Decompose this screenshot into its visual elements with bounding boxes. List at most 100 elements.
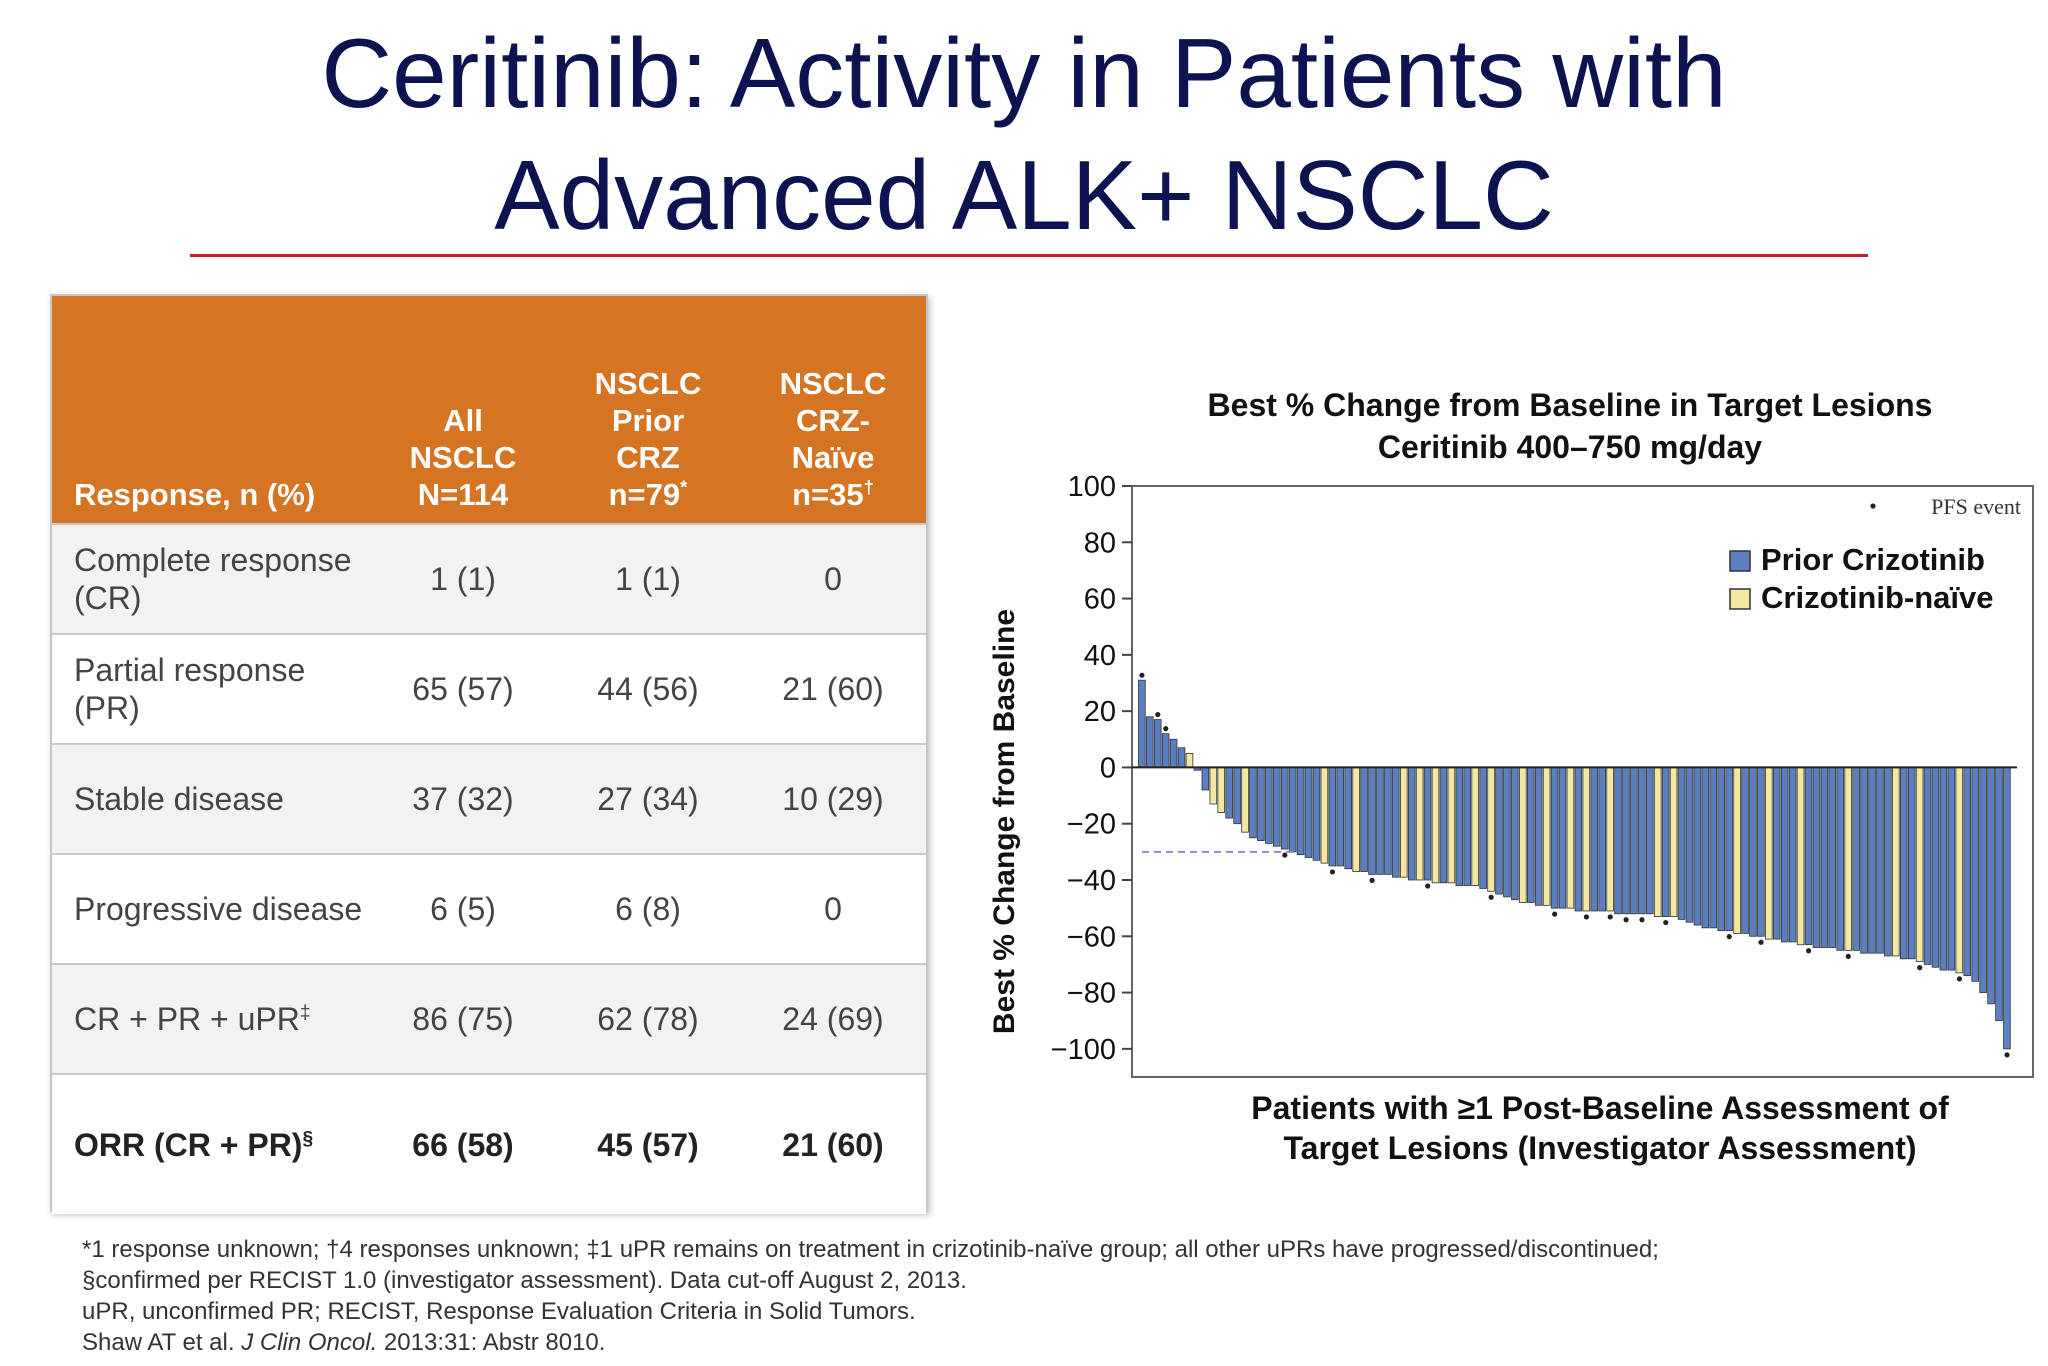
bar xyxy=(1265,767,1273,844)
bar xyxy=(1249,767,1257,839)
bar xyxy=(1161,733,1170,768)
bar xyxy=(1558,767,1567,909)
y-tick-label: −60 xyxy=(1067,921,1116,953)
y-tick-label: −100 xyxy=(1051,1034,1116,1066)
pfs-event-marker xyxy=(1956,976,1963,982)
bar xyxy=(1352,767,1360,872)
bar xyxy=(1376,767,1384,875)
bar xyxy=(1368,767,1376,875)
bar xyxy=(1392,767,1400,878)
table-cell: 6 (8) xyxy=(556,853,740,964)
pfs-event-marker xyxy=(1583,914,1590,920)
y-tick-label: 60 xyxy=(1084,584,1116,616)
pfs-event-marker xyxy=(1806,948,1812,954)
bar xyxy=(1907,767,1916,960)
bar xyxy=(1169,738,1178,768)
table-cell: 37 (32) xyxy=(370,743,556,854)
table-cell: 6 (5) xyxy=(370,853,556,964)
bar xyxy=(1431,767,1440,884)
bar xyxy=(1844,767,1852,951)
bar xyxy=(1304,767,1313,858)
bar xyxy=(1780,767,1789,943)
bar xyxy=(1360,767,1368,872)
table-header-row: Response, n (%) All NSCLC N=114 NSCLC Prior… xyxy=(52,296,926,524)
pfs-event-marker xyxy=(1607,914,1613,920)
bar xyxy=(1495,767,1503,895)
bar xyxy=(1590,767,1599,912)
page-title-line-1: Ceritinib: Activity in Patients with xyxy=(321,18,1727,128)
bar xyxy=(1463,767,1472,887)
table-cell: 86 (75) xyxy=(370,963,556,1074)
x-axis-label-line: Patients with ≥1 Post-Baseline Assessmen… xyxy=(1251,1090,1949,1126)
footnotes: *1 response unknown; †4 responses unknow… xyxy=(82,1234,2042,1358)
bar xyxy=(1812,767,1821,948)
pfs-event-marker xyxy=(1488,894,1494,900)
table-row: ORR (CR + PR)§ 66 (58) 45 (57) 21 (60) xyxy=(52,1073,926,1214)
y-tick-label: 40 xyxy=(1084,640,1116,672)
bar xyxy=(1892,767,1900,957)
bar xyxy=(1439,767,1448,884)
footnote-3: uPR, unconfirmed PR; RECIST, Response Ev… xyxy=(82,1298,916,1325)
row-label: Complete response (CR) xyxy=(52,523,370,634)
bar xyxy=(1653,767,1662,917)
bar xyxy=(1677,767,1686,920)
y-tick-label: 80 xyxy=(1084,527,1116,559)
citation: Shaw AT et al. J Clin Oncol. 2013:31: Ab… xyxy=(82,1327,2042,1358)
row-label: CR + PR + uPR‡ xyxy=(52,963,370,1074)
bar xyxy=(1344,767,1352,870)
page-title-line-2: Advanced ALK+ NSCLC xyxy=(494,140,1554,250)
bar xyxy=(1280,767,1289,850)
bar xyxy=(1471,767,1479,887)
x-axis-label: Patients with ≥1 Post-Baseline Assessmen… xyxy=(1130,1088,2048,1168)
bar xyxy=(1606,767,1614,912)
bar xyxy=(1947,767,1956,971)
bar xyxy=(1146,716,1154,768)
bar xyxy=(1542,767,1551,906)
bar xyxy=(1138,679,1146,768)
table-cell: 10 (29) xyxy=(740,743,926,854)
table-cell: 21 (60) xyxy=(740,1073,926,1214)
bar xyxy=(1939,767,1948,971)
bar xyxy=(1876,767,1884,954)
table-cell: 1 (1) xyxy=(370,523,556,634)
chart-title-line: Best % Change from Baseline in Target Le… xyxy=(1207,387,1933,423)
row-label: Stable disease xyxy=(52,743,370,854)
bar xyxy=(1693,767,1702,926)
bar xyxy=(1177,747,1186,768)
table-cell: 24 (69) xyxy=(740,963,926,1074)
bar xyxy=(1566,767,1575,909)
footnote-2: §confirmed per RECIST 1.0 (investigator … xyxy=(82,1267,967,1294)
bar xyxy=(1852,767,1860,951)
bar xyxy=(1646,767,1654,915)
bar xyxy=(1257,767,1265,841)
table-row: CR + PR + uPR‡ 86 (75) 62 (78) 24 (69) xyxy=(52,963,926,1074)
pfs-event-marker xyxy=(1329,869,1336,875)
table-row: Partial response (PR) 65 (57) 44 (56) 21 (6… xyxy=(52,633,926,744)
y-tick-label: −40 xyxy=(1067,865,1116,897)
bar xyxy=(1868,767,1876,954)
x-axis-label-line: Target Lesions (Investigator Assessment) xyxy=(1283,1130,1917,1166)
legend-pfs-marker xyxy=(1870,503,1876,509)
row-label: ORR (CR + PR)§ xyxy=(52,1073,370,1214)
bar xyxy=(1185,752,1194,768)
bar xyxy=(1828,767,1837,948)
bar xyxy=(1312,767,1321,861)
bar xyxy=(1225,767,1233,819)
bar xyxy=(1455,767,1464,887)
waterfall-chart: 100 80 60 40 20 0 −20 −40 −60 −80 −100 Best % Chang… xyxy=(988,471,2034,1078)
bar xyxy=(1899,767,1908,960)
legend-label: Crizotinib-naïve xyxy=(1761,580,1994,615)
citation-details: 2013:31: Abstr 8010. xyxy=(383,1329,606,1356)
bar xyxy=(1955,767,1964,974)
bar xyxy=(1336,767,1345,867)
bar xyxy=(1709,767,1718,929)
citation-authors: Shaw AT et al. xyxy=(82,1329,235,1356)
bar xyxy=(1384,767,1392,875)
bar xyxy=(1638,767,1646,915)
response-table: Response, n (%) All NSCLC N=114 NSCLC Prior… xyxy=(50,294,928,1214)
table-cell: 62 (78) xyxy=(556,963,740,1074)
y-tick-label: 0 xyxy=(1100,752,1116,784)
table-cell: 0 xyxy=(740,853,926,964)
chart-subtitle: Ceritinib 400–750 mg/day xyxy=(1377,429,1763,465)
table-cell: 65 (57) xyxy=(370,633,556,744)
